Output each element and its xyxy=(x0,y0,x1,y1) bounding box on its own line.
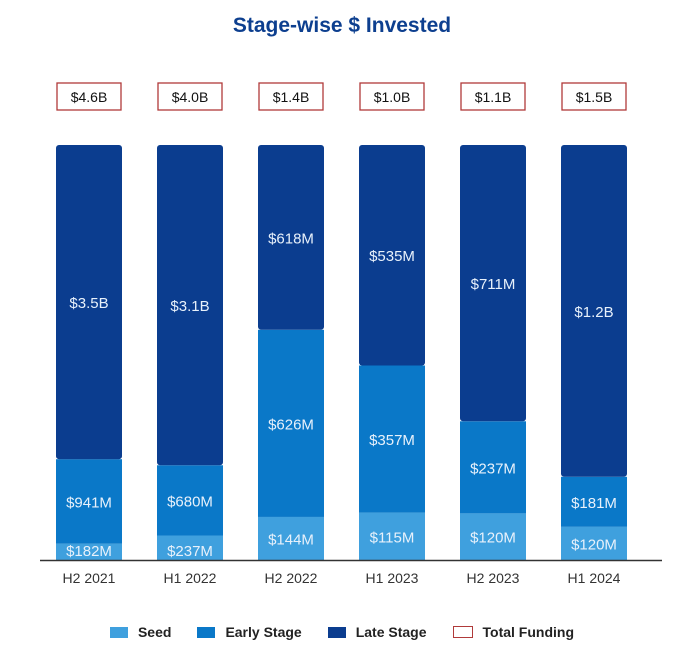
data-label: $618M xyxy=(268,230,314,247)
bar-segment-late-stage xyxy=(157,145,223,466)
legend-label: Early Stage xyxy=(225,624,302,640)
legend-item-early-stage: Early Stage xyxy=(197,624,302,640)
total-funding-box xyxy=(460,82,526,111)
total-funding-label: $1.4B xyxy=(273,89,310,105)
data-label: $535M xyxy=(369,248,415,265)
bar-segment-early-stage xyxy=(359,365,425,513)
legend-swatch-early xyxy=(197,626,216,638)
data-label: $237M xyxy=(167,543,213,560)
total-funding-box xyxy=(561,82,627,111)
legend-item-late-stage: Late Stage xyxy=(327,624,427,640)
total-funding-label: $1.1B xyxy=(475,89,512,105)
data-label: $357M xyxy=(369,432,415,449)
data-label: $3.1B xyxy=(170,298,209,315)
bar-segment-early-stage xyxy=(157,465,223,536)
x-tick-label: H1 2024 xyxy=(568,570,621,586)
data-label: $182M xyxy=(66,543,112,560)
bar-segment-late-stage xyxy=(561,145,627,477)
x-tick-label: H1 2023 xyxy=(366,570,419,586)
total-funding-label: $1.0B xyxy=(374,89,411,105)
legend: Seed Early Stage Late Stage Total Fundin… xyxy=(0,624,684,640)
bar-segment-seed xyxy=(56,543,122,560)
legend-swatch-total xyxy=(452,626,473,638)
x-tick-label: H2 2023 xyxy=(467,570,520,586)
bar-segment-early-stage xyxy=(561,476,627,527)
bar-segment-late-stage xyxy=(258,145,324,330)
legend-item-total-funding: Total Funding xyxy=(452,624,575,640)
data-label: $120M xyxy=(571,536,617,553)
data-label: $237M xyxy=(470,460,516,477)
total-funding-label: $1.5B xyxy=(576,89,613,105)
total-funding-label: $4.0B xyxy=(172,89,209,105)
data-label: $115M xyxy=(370,529,415,546)
legend-label: Total Funding xyxy=(482,624,575,640)
bar-segment-late-stage xyxy=(56,145,122,460)
x-tick-label: H2 2022 xyxy=(265,570,318,586)
data-label: $626M xyxy=(268,416,314,433)
legend-item-seed: Seed xyxy=(109,624,172,640)
total-funding-label: $4.6B xyxy=(71,89,108,105)
bar-segment-seed xyxy=(460,513,526,560)
bar-segment-early-stage xyxy=(56,459,122,544)
x-tick-label: H2 2021 xyxy=(63,570,116,586)
data-label: $3.5B xyxy=(69,295,108,312)
data-label: $711M xyxy=(471,276,516,293)
legend-label: Seed xyxy=(137,624,172,640)
total-funding-box xyxy=(56,82,122,111)
legend-swatch-seed xyxy=(109,626,128,638)
total-funding-box xyxy=(359,82,425,111)
total-funding-box xyxy=(157,82,223,111)
data-label: $1.2B xyxy=(574,304,613,321)
bar-segment-early-stage xyxy=(258,329,324,517)
bar-segment-seed xyxy=(157,535,223,560)
bar-segment-seed xyxy=(561,526,627,560)
data-label: $941M xyxy=(66,494,112,511)
data-label: $181M xyxy=(571,495,617,512)
data-label: $680M xyxy=(167,493,213,510)
bar-segment-late-stage xyxy=(460,145,526,422)
x-tick-label: H1 2022 xyxy=(164,570,217,586)
bar-segment-late-stage xyxy=(359,145,425,366)
bar-segment-seed xyxy=(359,512,425,560)
data-label: $120M xyxy=(470,530,516,547)
legend-label: Late Stage xyxy=(355,624,427,640)
data-label: $144M xyxy=(268,531,314,548)
total-funding-box xyxy=(258,82,324,111)
legend-swatch-late xyxy=(327,626,346,638)
bar-segment-seed xyxy=(258,516,324,560)
bar-segment-early-stage xyxy=(460,421,526,514)
chart-title: Stage-wise $ Invested xyxy=(232,14,452,37)
